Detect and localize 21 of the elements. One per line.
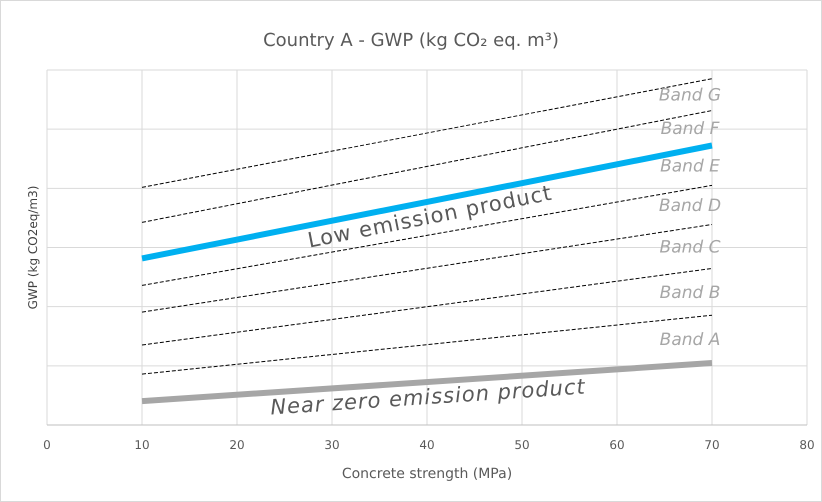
annotation: Band C bbox=[660, 237, 721, 258]
x-tick-label: 60 bbox=[609, 438, 625, 452]
x-tick-label: 40 bbox=[419, 438, 435, 452]
x-axis-title: Concrete strength (MPa) bbox=[342, 466, 512, 482]
y-axis-title: GWP (kg CO2eq/m3) bbox=[26, 186, 40, 310]
annotation: Band G bbox=[658, 86, 722, 106]
x-tick-label: 30 bbox=[324, 438, 340, 452]
x-tick-label: 0 bbox=[43, 438, 51, 452]
x-tick-label: 10 bbox=[134, 438, 150, 452]
annotation: Band A bbox=[660, 330, 720, 350]
chart-title: Country A - GWP (kg CO₂ eq. m³) bbox=[263, 30, 559, 51]
annotation: Band D bbox=[658, 196, 722, 216]
x-tick-label: 70 bbox=[704, 438, 720, 452]
x-tick-label: 80 bbox=[799, 438, 815, 452]
series-label: Near zero emission product bbox=[270, 374, 586, 420]
text: Low emission product bbox=[306, 180, 554, 253]
x-tick-label: 20 bbox=[229, 438, 245, 452]
x-tick-label: 50 bbox=[514, 438, 530, 452]
annotation: Band B bbox=[660, 282, 720, 303]
annotation: Band F bbox=[660, 118, 720, 139]
annotation: Band E bbox=[660, 156, 720, 176]
